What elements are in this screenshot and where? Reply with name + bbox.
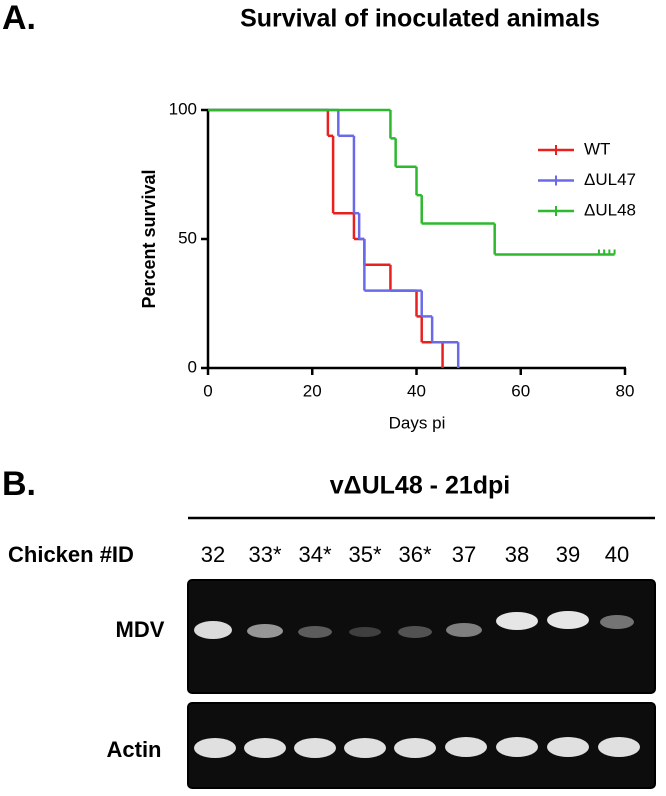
lane-id: 35* xyxy=(348,542,381,567)
lane-id: 34* xyxy=(298,542,331,567)
band xyxy=(349,627,381,637)
band xyxy=(496,612,538,630)
panel-label: A. xyxy=(2,0,36,37)
legend-label: ΔUL48 xyxy=(584,200,636,219)
y-axis-label: Percent survival xyxy=(139,169,159,308)
x-axis-label: Days pi xyxy=(389,413,446,432)
gel-title: vΔUL48 - 21dpi xyxy=(330,472,511,500)
lane-id: 38 xyxy=(505,542,529,567)
x-tick-label: 80 xyxy=(616,381,635,400)
lane-id: 39 xyxy=(556,542,580,567)
legend-label: WT xyxy=(584,139,610,158)
id-label: Chicken #ID xyxy=(8,542,134,567)
x-tick-label: 40 xyxy=(407,381,426,400)
band xyxy=(398,626,432,638)
band xyxy=(496,737,538,757)
band xyxy=(194,621,232,639)
band xyxy=(244,738,286,758)
lane-id: 36* xyxy=(398,542,431,567)
legend-label: ΔUL47 xyxy=(584,170,636,189)
band xyxy=(194,738,236,758)
chart-title: Survival of inoculated animals xyxy=(240,5,600,33)
band xyxy=(294,738,336,758)
lane-id: 40 xyxy=(605,542,629,567)
y-tick-label: 50 xyxy=(178,228,197,247)
band xyxy=(547,737,589,757)
lane-id: 32 xyxy=(201,542,225,567)
x-tick-label: 20 xyxy=(303,381,322,400)
y-tick-label: 0 xyxy=(188,357,197,376)
band xyxy=(247,624,283,638)
band xyxy=(547,611,589,629)
row-label: Actin xyxy=(107,737,162,762)
panel-label: B. xyxy=(2,465,36,503)
band xyxy=(394,738,436,758)
band xyxy=(598,737,640,757)
band xyxy=(600,615,634,629)
actin-bands xyxy=(194,737,640,758)
gel-box xyxy=(187,579,656,694)
band xyxy=(445,737,487,757)
lane-id: 33* xyxy=(248,542,281,567)
band xyxy=(446,623,482,637)
x-tick-label: 0 xyxy=(203,381,212,400)
row-label: MDV xyxy=(116,617,165,642)
band xyxy=(298,626,332,638)
mdv-bands xyxy=(194,611,634,639)
x-tick-label: 60 xyxy=(511,381,530,400)
lane-id: 37 xyxy=(452,542,476,567)
y-tick-label: 100 xyxy=(169,99,197,118)
band xyxy=(344,738,386,758)
